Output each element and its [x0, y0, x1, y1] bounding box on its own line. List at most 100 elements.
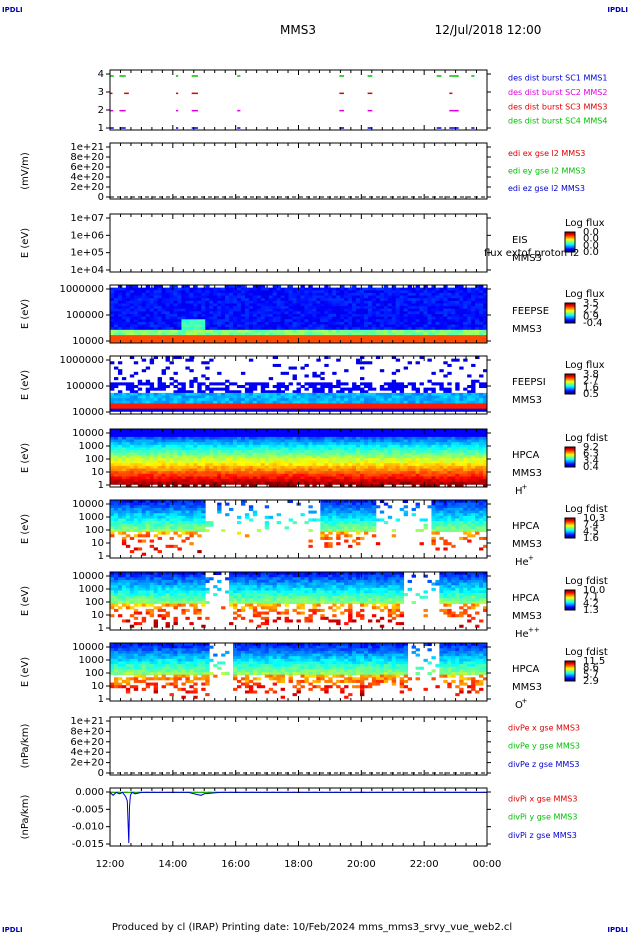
panel-hpca_h-cell	[145, 465, 151, 469]
panel-feepse-cell	[415, 287, 420, 291]
panel-feepse-cell	[375, 324, 381, 328]
panel-feepse-cell	[407, 285, 412, 289]
panel-feepse-cell	[185, 337, 190, 341]
panel-hpca_h-cell	[209, 447, 214, 451]
panel-feepsi-ylabel: E (eV)	[20, 370, 31, 400]
panel-hpca_h-cell	[332, 455, 337, 459]
panel-feepse-cell	[209, 308, 214, 312]
panel-feepsi-cell	[459, 398, 464, 402]
panel-feepse-cell	[407, 314, 412, 318]
panel-feepsi-cell	[149, 387, 155, 391]
panel-feepsi-cell	[181, 403, 186, 407]
panel-feepsi-cell	[467, 395, 472, 399]
panel-hpca_h-cell	[244, 479, 250, 483]
panel-hpca_h-cell	[125, 439, 131, 443]
panel-feepse-cell	[471, 292, 476, 296]
panel-hpca_h-cell	[209, 429, 214, 433]
panel-feepsi-cell	[137, 408, 143, 412]
panel-feepsi-cell	[360, 398, 365, 402]
panel-hpca_h-cell	[157, 458, 162, 462]
panel-feepse-cell	[240, 306, 246, 310]
panel-feepse-cell	[157, 329, 162, 333]
panel-feepse-cell	[479, 337, 484, 341]
panel-feepsi-cell	[363, 385, 369, 389]
panel-feepsi-cell	[149, 398, 155, 402]
panel-feepse-cell	[467, 332, 472, 336]
panel-feepse-cell	[407, 327, 412, 331]
panel-feepsi-cell	[391, 356, 397, 360]
panel-hpca_h-cell	[205, 447, 210, 451]
panel-feepse-cell	[363, 298, 369, 302]
panel-feepse-cell	[229, 319, 234, 323]
panel-feepse-cell	[197, 303, 202, 307]
panel-feepsi-cell	[395, 400, 401, 404]
panel-feepsi-colorbar-cell	[565, 378, 575, 380]
panel-hpca_h-cell	[272, 439, 278, 443]
panel-feepsi-cell	[467, 406, 472, 410]
panel-hpca_h-cell	[236, 479, 242, 483]
panel-feepsi-cell	[463, 406, 468, 410]
panel-feepse-cell	[363, 329, 369, 333]
panel-feepse-cell	[399, 287, 405, 291]
panel-hpca_h-cell	[225, 439, 230, 443]
panel-feepsi-cell	[225, 387, 230, 391]
panel-feepsi-cell	[360, 390, 365, 394]
panel-feepse-cell	[276, 316, 282, 320]
panel-feepse-cell	[161, 316, 166, 320]
panel-feepse-cell	[451, 316, 456, 320]
panel-hpca_h-cell	[217, 479, 222, 483]
panel-hpca_h-cell	[157, 476, 162, 480]
panel-feepse-cell	[371, 332, 377, 336]
panel-feepse-colorbar-cell	[565, 313, 575, 315]
panel-feepse-cell	[379, 319, 385, 323]
panel-hpca_h-cell	[244, 444, 250, 448]
panel-hpca_h-cell	[217, 434, 222, 438]
panel-feepse-cell	[304, 295, 309, 299]
panel-feepse-cell	[483, 287, 488, 291]
panel-feepse-cell	[137, 324, 143, 328]
panel-feepse-cell	[431, 314, 436, 318]
panel-feepsi-cell	[137, 387, 143, 391]
panel-feepse-cell	[244, 295, 250, 299]
panel-feepse-cell	[340, 327, 345, 331]
panel-feepse-cell	[252, 337, 258, 341]
panel-feepse-cell	[439, 300, 444, 304]
panel-feepse-cell	[395, 292, 401, 296]
panel-feepsi-cell	[185, 403, 190, 407]
panel-burst-ytick-label: 2	[98, 105, 104, 116]
panel-feepse-cell	[240, 311, 246, 315]
panel-feepsi-cell	[324, 395, 329, 399]
panel-hpca_h-cell	[300, 429, 305, 433]
panel-feepse-cell	[256, 295, 262, 299]
panel-hpca_h-cell	[133, 444, 139, 448]
panel-hpca_h-cell	[217, 439, 222, 443]
panel-feepse-cell	[113, 303, 119, 307]
panel-feepse-cell	[459, 306, 464, 310]
panel-feepse-cell	[217, 340, 222, 344]
panel-feepsi-cell	[189, 392, 194, 396]
panel-hpca_h-cell	[296, 476, 301, 480]
panel-hpca_h-cell	[356, 471, 361, 475]
panel-hpca_h-cell	[248, 434, 254, 438]
panel-feepse-cell	[248, 332, 254, 336]
panel-feepsi-cell	[113, 398, 119, 402]
panel-feepse-cell	[252, 316, 258, 320]
panel-hpca_h-cell	[113, 431, 119, 435]
panel-feepse-cell	[316, 287, 321, 291]
panel-hpca_h-cell	[300, 450, 305, 454]
panel-feepse-cell	[229, 287, 234, 291]
panel-hpca_h-cell	[181, 439, 186, 443]
panel-hpca_h-cell	[197, 479, 202, 483]
panel-feepse-cell	[229, 300, 234, 304]
panel-feepsi-cell	[467, 400, 472, 404]
panel-feepse-cell	[117, 337, 123, 341]
panel-hpca_h-cell	[229, 447, 234, 451]
panel-hpca_h-cell	[157, 431, 162, 435]
panel-feepse-cell	[129, 314, 135, 318]
panel-hpca_h-cell	[125, 452, 131, 456]
panel-feepsi-cell	[125, 403, 131, 407]
panel-hpca_h-cell	[133, 447, 139, 451]
panel-feepsi-cell	[256, 382, 262, 386]
panel-feepsi-cell	[467, 385, 472, 389]
panel-hpca_h-cell	[161, 465, 166, 469]
